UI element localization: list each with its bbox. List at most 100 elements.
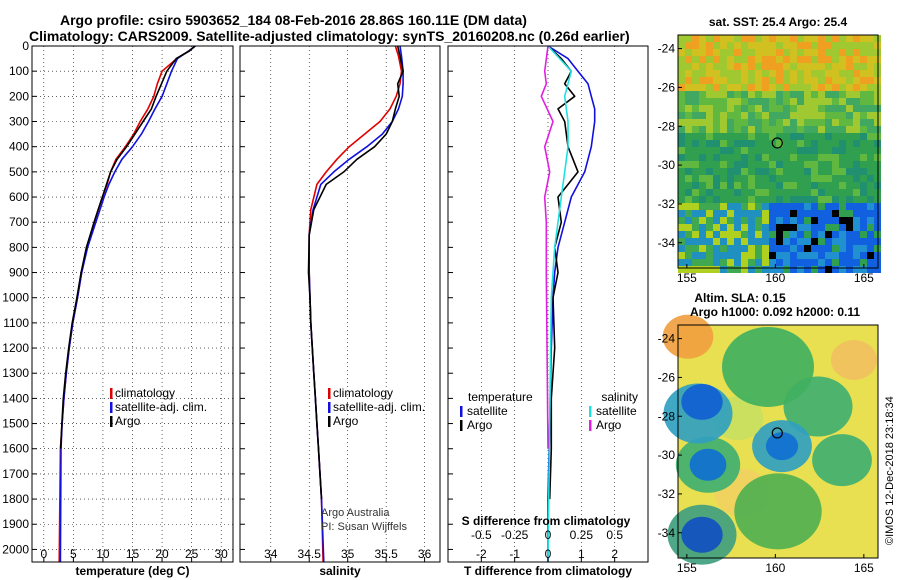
- temperature-xtick-label: 25: [185, 547, 199, 561]
- sst-pixel: [727, 119, 734, 126]
- sst-pixel: [727, 161, 734, 168]
- sst-pixel: [846, 70, 853, 77]
- sst-pixel: [853, 161, 860, 168]
- sst-pixel: [755, 140, 762, 147]
- sst-pixel: [769, 112, 776, 119]
- sst-pixel: [734, 140, 741, 147]
- sst-pixel: [769, 161, 776, 168]
- sst-pixel: [867, 252, 874, 259]
- sst-pixel: [825, 252, 832, 259]
- sst-pixel: [776, 182, 783, 189]
- sst-pixel: [839, 49, 846, 56]
- sst-pixel: [741, 168, 748, 175]
- sst-pixel: [699, 49, 706, 56]
- sst-pixel: [776, 175, 783, 182]
- sst-pixel: [755, 112, 762, 119]
- sst-pixel: [755, 259, 762, 266]
- sst-pixel: [846, 245, 853, 252]
- sst-pixel: [825, 42, 832, 49]
- sst-pixel: [699, 63, 706, 70]
- sst-pixel: [783, 133, 790, 140]
- temperature-legend-label: climatology: [115, 386, 175, 400]
- diff-s-tick-label: 0.5: [606, 528, 623, 542]
- sst-pixel: [734, 77, 741, 84]
- sst-pixel: [706, 133, 713, 140]
- sst-pixel: [832, 98, 839, 105]
- sst-pixel: [804, 77, 811, 84]
- sst-pixel: [762, 189, 769, 196]
- sst-pixel: [832, 63, 839, 70]
- sst-pixel: [769, 189, 776, 196]
- sst-pixel: [678, 35, 685, 42]
- difference-series-s-satellite: [547, 45, 573, 563]
- sst-pixel: [860, 35, 867, 42]
- depth-tick-label: 600: [9, 190, 29, 204]
- sst-pixel: [699, 252, 706, 259]
- sst-pixel: [727, 210, 734, 217]
- sst-pixel: [706, 42, 713, 49]
- sst-pixel: [790, 84, 797, 91]
- sst-pixel: [811, 119, 818, 126]
- sst-pixel: [853, 259, 860, 266]
- sst-pixel: [783, 252, 790, 259]
- sst-pixel: [713, 133, 720, 140]
- sst-pixel: [734, 154, 741, 161]
- sst-pixel: [727, 231, 734, 238]
- sst-pixel: [804, 196, 811, 203]
- sla-blob: [662, 314, 714, 359]
- sst-pixel: [804, 63, 811, 70]
- sst-pixel: [797, 203, 804, 210]
- sla_map-frame: [677, 324, 879, 559]
- sst-pixel: [741, 77, 748, 84]
- sla_map-ytick-label: -24: [658, 332, 676, 346]
- sst-pixel: [818, 238, 825, 245]
- sst-pixel: [790, 35, 797, 42]
- sst-pixel: [727, 217, 734, 224]
- sst-pixel: [720, 35, 727, 42]
- sst-pixel: [713, 182, 720, 189]
- sst-pixel: [839, 147, 846, 154]
- sst-pixel: [825, 112, 832, 119]
- sst-pixel: [776, 119, 783, 126]
- sst-pixel: [860, 63, 867, 70]
- sst-pixel: [720, 49, 727, 56]
- sst-pixel: [741, 217, 748, 224]
- sst-pixel: [720, 98, 727, 105]
- sst-pixel: [769, 175, 776, 182]
- sst-pixel: [860, 231, 867, 238]
- sst-pixel: [804, 35, 811, 42]
- sst-pixel: [811, 98, 818, 105]
- diff-s-tick-label: -0.25: [501, 528, 529, 542]
- sst-pixel: [846, 133, 853, 140]
- sst-pixel: [853, 252, 860, 259]
- sst-pixel: [713, 196, 720, 203]
- sst-pixel: [776, 42, 783, 49]
- sst-pixel: [797, 112, 804, 119]
- sst-pixel: [769, 266, 776, 273]
- sst-pixel: [797, 224, 804, 231]
- sst-pixel: [804, 105, 811, 112]
- sst-pixel: [769, 49, 776, 56]
- sst-pixel: [853, 168, 860, 175]
- sst-pixel: [867, 182, 874, 189]
- sst-pixel: [727, 168, 734, 175]
- sst-pixel: [832, 126, 839, 133]
- sla_map-xtick-label: 160: [765, 561, 785, 575]
- sst-pixel: [755, 63, 762, 70]
- temperature-xtick-label: 5: [70, 547, 77, 561]
- sst-pixel: [790, 133, 797, 140]
- sst-pixel: [853, 133, 860, 140]
- sst-pixel: [804, 49, 811, 56]
- sst-pixel: [727, 35, 734, 42]
- sst-pixel: [776, 231, 783, 238]
- sst-pixel: [776, 189, 783, 196]
- sst-pixel: [818, 203, 825, 210]
- sst-pixel: [748, 147, 755, 154]
- sst-pixel: [720, 217, 727, 224]
- sst_map-field: [678, 35, 881, 273]
- diff-legend-swatch: [589, 420, 592, 431]
- sst-pixel: [790, 161, 797, 168]
- sst-pixel: [755, 161, 762, 168]
- sst-pixel: [769, 35, 776, 42]
